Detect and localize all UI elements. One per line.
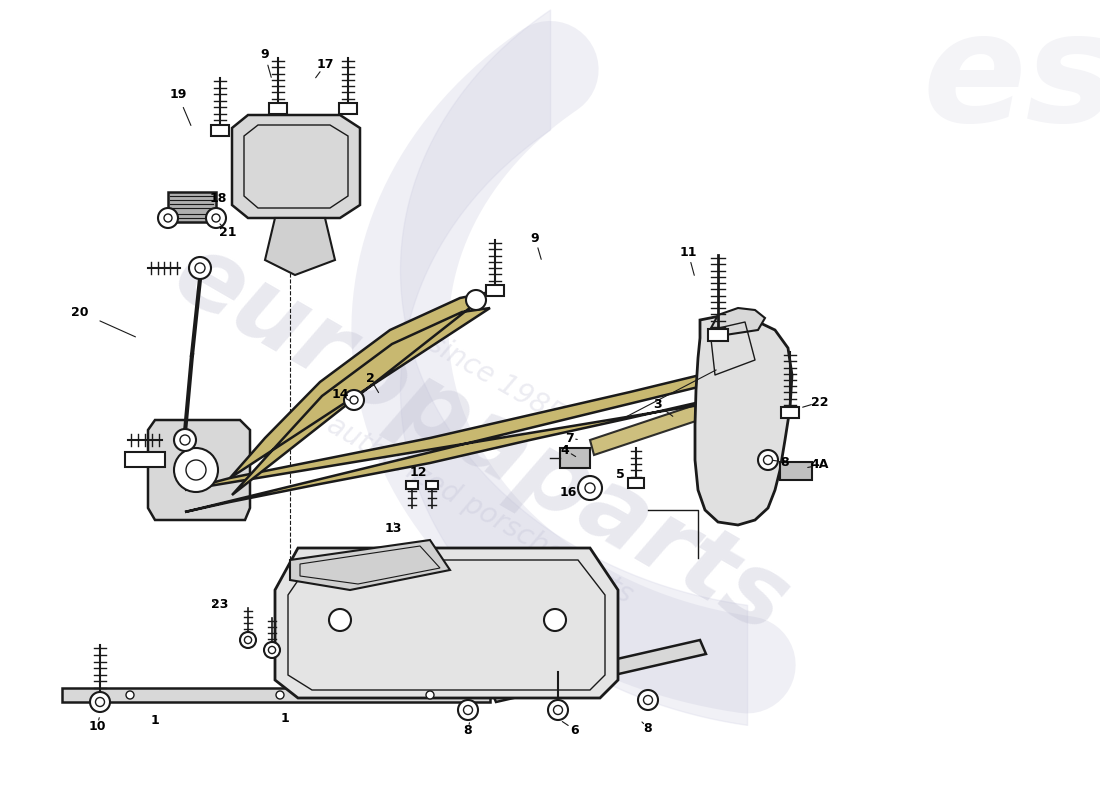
- Bar: [426, 481, 438, 489]
- Bar: [125, 452, 165, 467]
- Circle shape: [90, 692, 110, 712]
- Text: 8: 8: [644, 722, 652, 734]
- Polygon shape: [695, 315, 792, 525]
- Bar: [211, 125, 229, 135]
- Circle shape: [585, 483, 595, 493]
- Circle shape: [268, 646, 276, 654]
- Text: 6: 6: [571, 723, 580, 737]
- Circle shape: [174, 429, 196, 451]
- Bar: [406, 481, 418, 489]
- Circle shape: [206, 208, 225, 228]
- Text: 7: 7: [565, 431, 574, 445]
- Polygon shape: [148, 420, 250, 520]
- Circle shape: [458, 700, 478, 720]
- Polygon shape: [710, 308, 764, 335]
- Text: 8: 8: [464, 723, 472, 737]
- Text: 4A: 4A: [811, 458, 829, 471]
- Bar: [708, 329, 728, 341]
- Text: 10: 10: [88, 719, 106, 733]
- Circle shape: [548, 700, 568, 720]
- Text: 5: 5: [616, 469, 625, 482]
- Circle shape: [763, 455, 772, 465]
- Text: 23: 23: [211, 598, 229, 611]
- Text: 3: 3: [653, 398, 662, 411]
- Text: 1: 1: [151, 714, 160, 726]
- Circle shape: [186, 460, 206, 480]
- Text: 4: 4: [561, 443, 570, 457]
- Circle shape: [466, 290, 486, 310]
- Text: 20: 20: [72, 306, 89, 318]
- Circle shape: [463, 706, 473, 714]
- Circle shape: [758, 450, 778, 470]
- Circle shape: [544, 609, 566, 631]
- Bar: [560, 448, 590, 468]
- Text: 2: 2: [365, 371, 374, 385]
- Circle shape: [426, 691, 434, 699]
- Circle shape: [126, 691, 134, 699]
- Text: 1: 1: [280, 711, 289, 725]
- Polygon shape: [590, 400, 714, 455]
- Circle shape: [350, 396, 358, 404]
- Polygon shape: [265, 218, 336, 275]
- Circle shape: [195, 263, 205, 273]
- Bar: [780, 462, 812, 480]
- Text: © since 1985: © since 1985: [392, 311, 569, 429]
- Bar: [486, 285, 504, 295]
- Circle shape: [578, 476, 602, 500]
- Text: 9: 9: [261, 49, 270, 62]
- Polygon shape: [275, 548, 618, 698]
- Bar: [781, 406, 799, 418]
- Polygon shape: [230, 292, 490, 495]
- Circle shape: [644, 695, 652, 705]
- Circle shape: [174, 448, 218, 492]
- Text: 11: 11: [680, 246, 696, 258]
- Text: 8: 8: [781, 455, 790, 469]
- Circle shape: [264, 642, 280, 658]
- Text: 18: 18: [209, 191, 227, 205]
- Text: 12: 12: [409, 466, 427, 478]
- Text: 22: 22: [812, 395, 828, 409]
- Text: 14: 14: [331, 389, 349, 402]
- Circle shape: [638, 690, 658, 710]
- Circle shape: [158, 208, 178, 228]
- Text: 13: 13: [384, 522, 402, 534]
- Circle shape: [244, 637, 252, 643]
- Circle shape: [240, 632, 256, 648]
- Text: 21: 21: [219, 226, 236, 238]
- Circle shape: [212, 214, 220, 222]
- Polygon shape: [185, 368, 760, 512]
- Text: authorized porsche parts: authorized porsche parts: [322, 411, 638, 609]
- Text: 9: 9: [530, 231, 539, 245]
- Circle shape: [189, 257, 211, 279]
- Text: 16: 16: [559, 486, 576, 498]
- Text: europaparts: europaparts: [156, 225, 804, 655]
- Circle shape: [553, 706, 562, 714]
- Polygon shape: [62, 688, 490, 702]
- Bar: [339, 102, 358, 114]
- Circle shape: [344, 390, 364, 410]
- Bar: [270, 102, 287, 114]
- Polygon shape: [232, 115, 360, 218]
- Circle shape: [276, 691, 284, 699]
- Polygon shape: [490, 640, 706, 702]
- Polygon shape: [290, 540, 450, 590]
- Bar: [168, 192, 216, 222]
- Circle shape: [329, 609, 351, 631]
- Circle shape: [164, 214, 172, 222]
- Bar: [628, 478, 643, 488]
- Text: es: es: [923, 6, 1100, 154]
- Circle shape: [180, 435, 190, 445]
- Text: 19: 19: [169, 89, 187, 102]
- Text: 17: 17: [317, 58, 333, 71]
- Circle shape: [96, 698, 104, 706]
